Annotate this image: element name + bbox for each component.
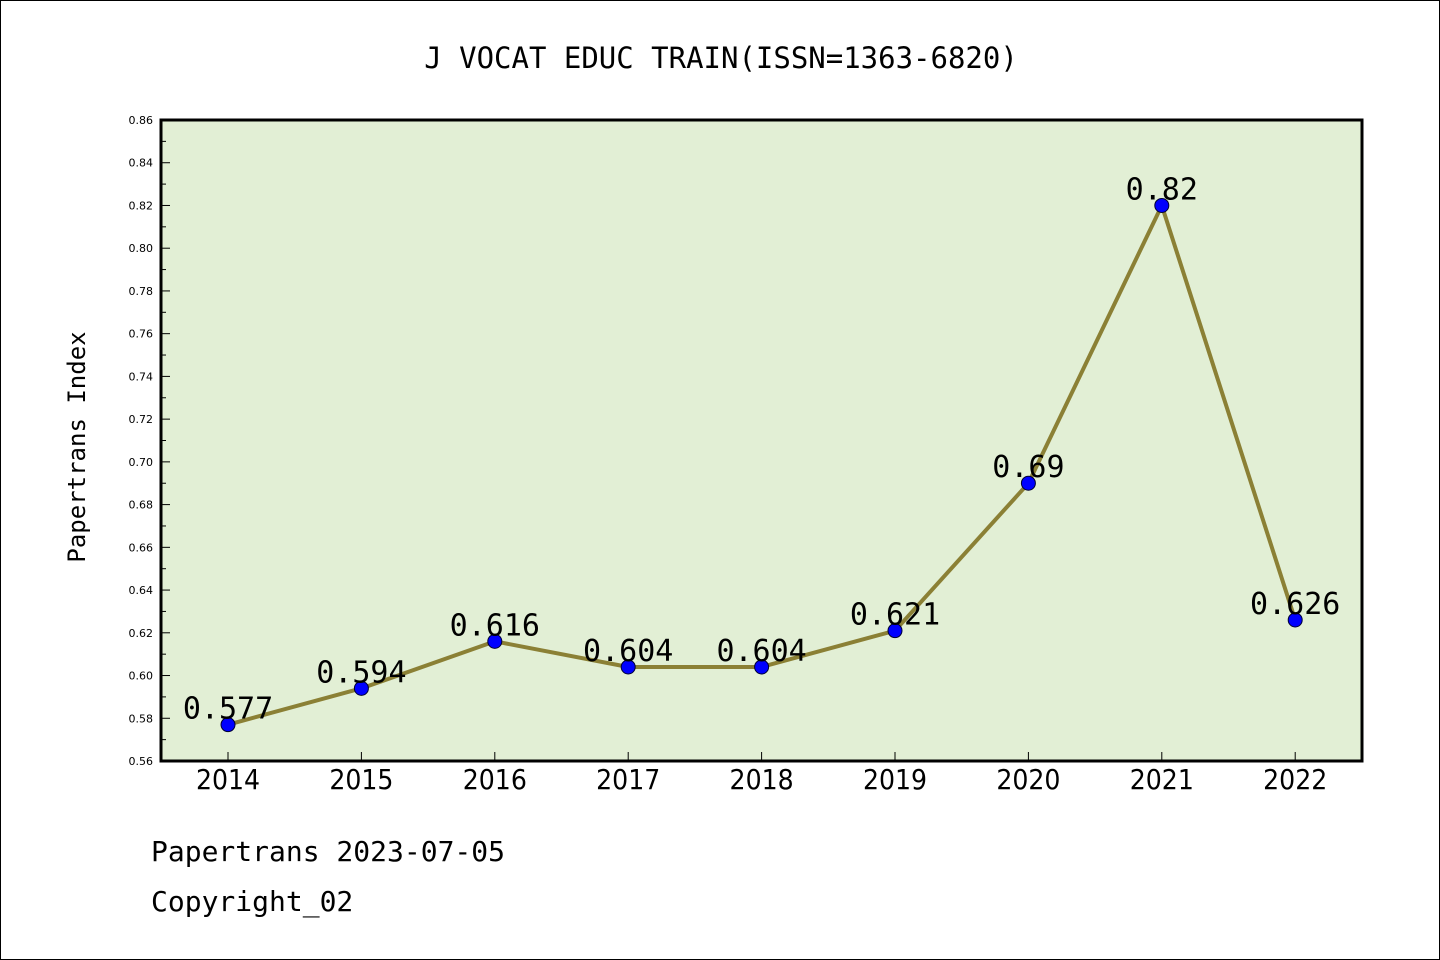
y-tick-label: 0.78 — [129, 285, 154, 298]
footer-copyright: Copyright_02 — [151, 885, 354, 918]
x-tick-label: 2018 — [730, 763, 794, 796]
y-tick-label: 0.62 — [129, 627, 154, 640]
y-tick-label: 0.70 — [129, 456, 154, 469]
data-label: 0.626 — [1250, 587, 1340, 622]
data-point — [1287, 612, 1303, 628]
data-label: 0.621 — [850, 598, 940, 633]
data-label: 0.594 — [316, 655, 406, 690]
data-point — [487, 633, 503, 649]
y-tick-label: 0.74 — [129, 370, 154, 383]
data-point — [620, 659, 636, 675]
data-point — [887, 623, 903, 639]
plot-area — [159, 118, 1364, 763]
chart-title: J VOCAT EDUC TRAIN(ISSN=1363-6820) — [424, 41, 1018, 75]
y-tick-label: 0.80 — [129, 242, 154, 255]
y-tick-label: 0.64 — [129, 584, 154, 597]
y-tick-label: 0.60 — [129, 670, 154, 683]
data-label: 0.69 — [992, 450, 1064, 485]
y-tick-label: 0.66 — [129, 541, 154, 554]
data-point — [220, 717, 236, 733]
y-tick-label: 0.76 — [129, 328, 154, 341]
y-tick-label: 0.86 — [129, 114, 154, 127]
x-axis: 2014 2015 2016 2017 2018 2019 2020 2021 2022 — [196, 752, 1327, 796]
y-axis-label: Papertrans Index — [63, 331, 91, 562]
data-point — [754, 659, 770, 675]
y-tick-label: 0.84 — [129, 157, 154, 170]
data-point — [353, 680, 369, 696]
data-label: 0.604 — [716, 634, 806, 669]
y-tick-label: 0.82 — [129, 199, 154, 212]
y-tick-label: 0.56 — [129, 755, 154, 768]
data-label: 0.616 — [450, 608, 540, 643]
data-label: 0.82 — [1126, 172, 1198, 207]
data-point — [1154, 197, 1170, 213]
y-axis: 0.56 0.58 0.60 0.62 0.64 0.66 0.68 0.70 0.72 0.74… — [129, 114, 170, 768]
x-tick-label: 2017 — [596, 763, 660, 796]
x-tick-label: 2016 — [463, 763, 527, 796]
data-label: 0.577 — [183, 692, 273, 727]
x-tick-label: 2022 — [1263, 763, 1327, 796]
x-tick-label: 2021 — [1130, 763, 1194, 796]
series-group — [220, 197, 1303, 733]
y-tick-label: 0.58 — [129, 712, 154, 725]
data-labels: 0.577 0.594 0.616 0.604 0.604 0.621 0.69 0.82 0.… — [183, 172, 1341, 726]
y-tick-label: 0.68 — [129, 499, 154, 512]
data-point — [1020, 475, 1036, 491]
data-label: 0.604 — [583, 634, 673, 669]
x-tick-label: 2020 — [996, 763, 1060, 796]
y-tick-label: 0.72 — [129, 413, 154, 426]
x-tick-label: 2019 — [863, 763, 927, 796]
footer-date: Papertrans 2023-07-05 — [151, 835, 506, 868]
x-tick-label: 2014 — [196, 763, 260, 796]
x-tick-label: 2015 — [329, 763, 393, 796]
